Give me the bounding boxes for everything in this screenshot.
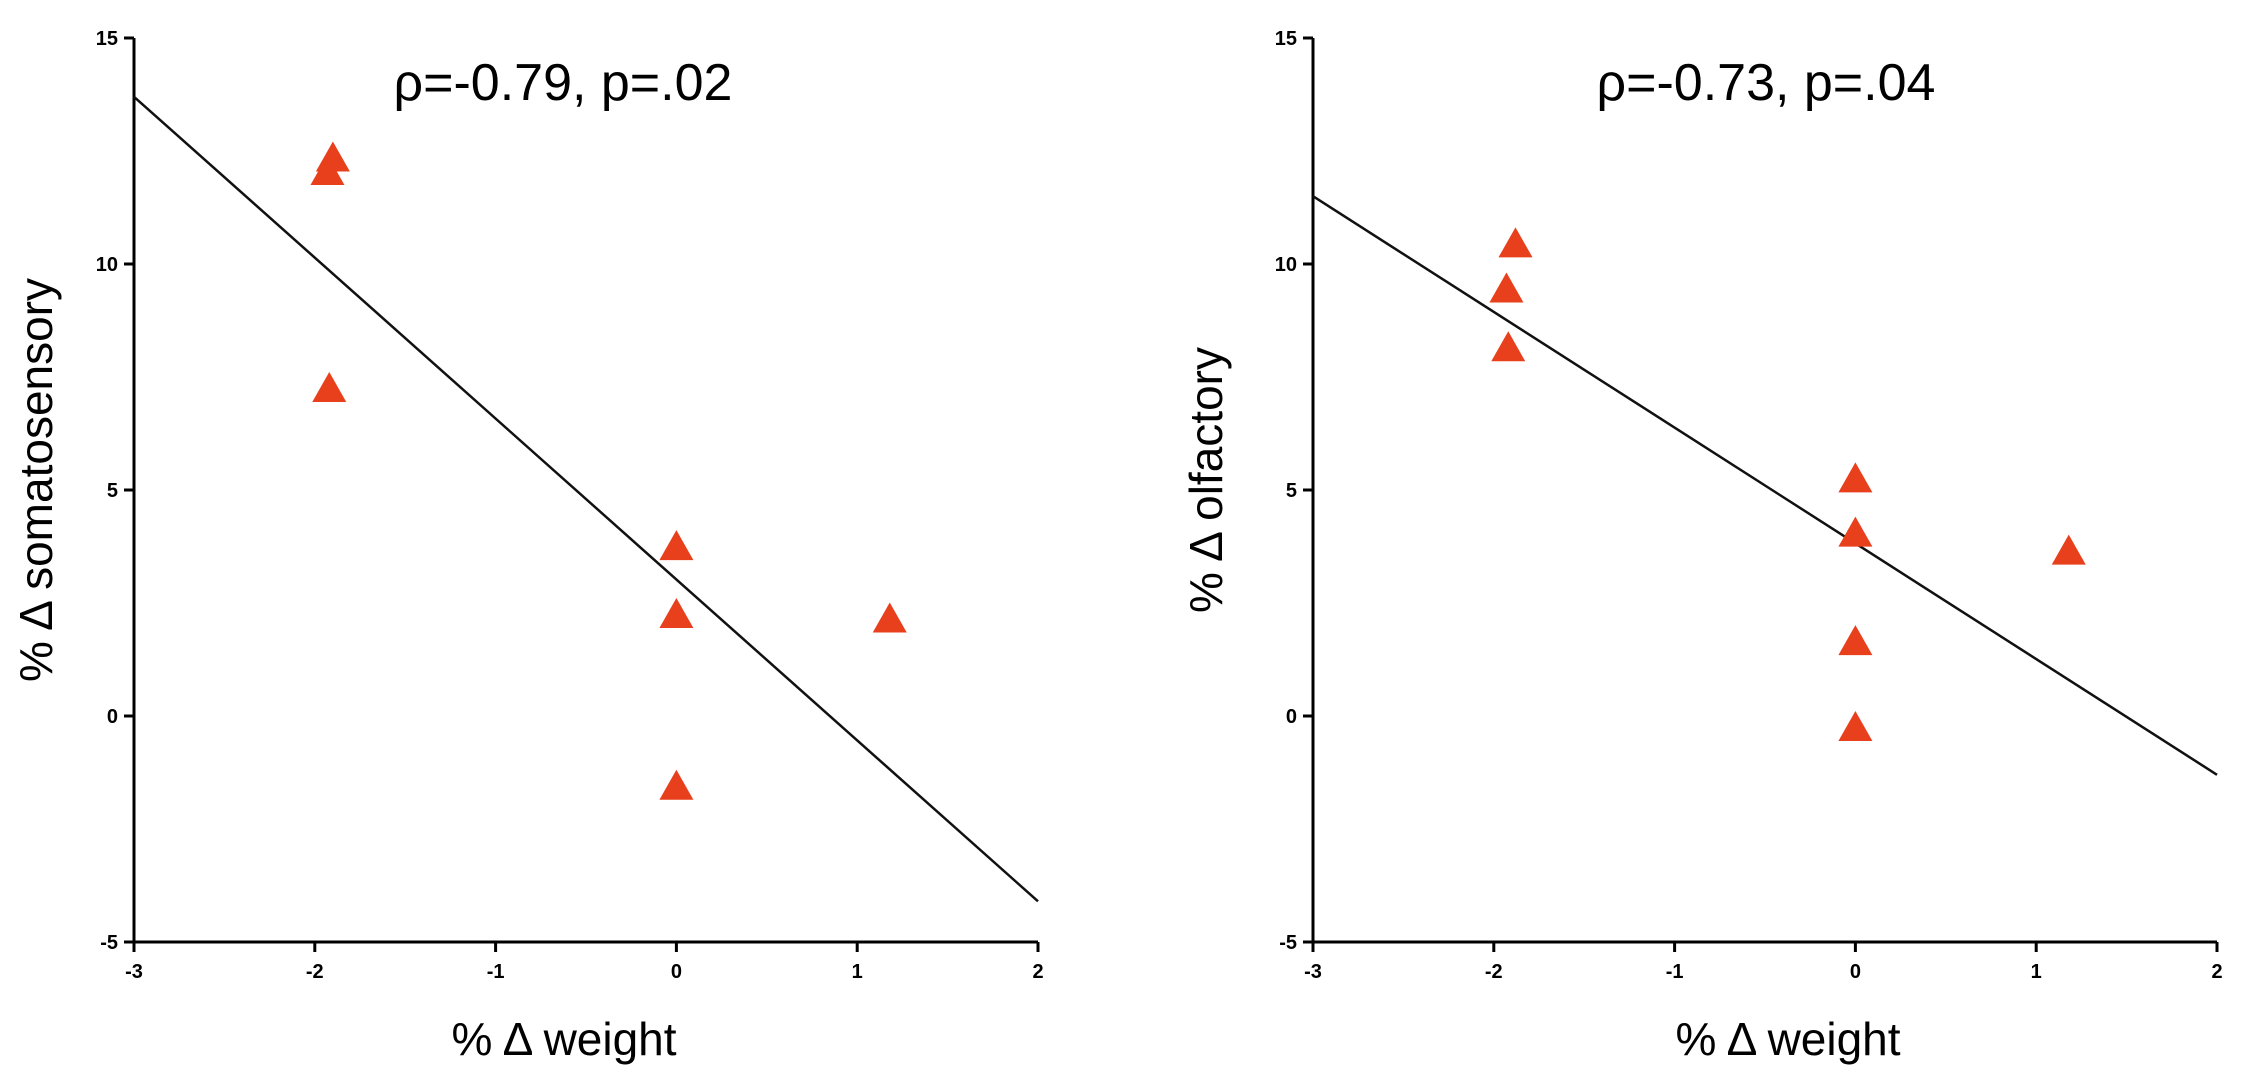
y-tick-label: 5 bbox=[1286, 480, 1297, 502]
y-tick-label: 15 bbox=[96, 28, 118, 50]
data-point-triangle bbox=[872, 602, 907, 633]
data-point-triangle bbox=[312, 371, 347, 402]
data-point-triangle bbox=[659, 769, 694, 800]
x-axis-label: % Δ weight bbox=[451, 1013, 676, 1065]
y-axis-label: % Δ somatosensory bbox=[10, 278, 62, 682]
olfactory-scatter-panel: % Δ olfactory % Δ weight ρ=-0.73, p=.04 … bbox=[1180, 28, 2223, 1065]
y-tick-label: -5 bbox=[1279, 932, 1297, 954]
y-tick-label: 15 bbox=[1275, 28, 1297, 50]
data-point-triangle bbox=[1838, 516, 1873, 547]
data-point-triangle bbox=[1838, 625, 1873, 656]
x-tick-label: -2 bbox=[306, 961, 324, 983]
data-point-triangle bbox=[1489, 272, 1524, 303]
data-point-triangle bbox=[659, 597, 694, 628]
x-tick-label: 1 bbox=[2031, 961, 2042, 983]
regression-line bbox=[133, 95, 1039, 903]
correlation-annotation: ρ=-0.73, p=.04 bbox=[1597, 54, 1936, 112]
x-tick-label: 2 bbox=[1032, 961, 1043, 983]
x-tick-label: -1 bbox=[487, 961, 505, 983]
x-tick-label: -2 bbox=[1485, 961, 1503, 983]
data-point-triangle bbox=[1498, 227, 1533, 258]
data-point-triangle bbox=[659, 530, 694, 561]
x-tick-label: -1 bbox=[1666, 961, 1684, 983]
x-tick-label: 0 bbox=[1850, 961, 1861, 983]
x-tick-label: -3 bbox=[1304, 961, 1322, 983]
data-point-triangle bbox=[310, 155, 345, 185]
x-tick-label: 0 bbox=[671, 961, 682, 983]
y-axis-label: % Δ olfactory bbox=[1180, 347, 1232, 613]
y-tick-label: -5 bbox=[100, 932, 118, 954]
x-axis-label: % Δ weight bbox=[1675, 1013, 1900, 1065]
y-tick-label: 0 bbox=[107, 706, 118, 728]
y-tick-label: 0 bbox=[1286, 706, 1297, 728]
data-point-triangle bbox=[1838, 462, 1873, 493]
data-point-triangle bbox=[1491, 331, 1526, 362]
regression-line bbox=[1312, 195, 2218, 776]
y-tick-label: 5 bbox=[107, 480, 118, 502]
y-tick-label: 10 bbox=[1275, 254, 1297, 276]
x-tick-label: 1 bbox=[852, 961, 863, 983]
somatosensory-scatter-panel: % Δ somatosensory % Δ weight ρ=-0.79, p=… bbox=[10, 28, 1044, 1065]
data-point-triangle bbox=[1838, 710, 1873, 741]
y-tick-label: 10 bbox=[96, 254, 118, 276]
x-tick-label: 2 bbox=[2211, 961, 2222, 983]
x-tick-label: -3 bbox=[125, 961, 143, 983]
correlation-annotation: ρ=-0.79, p=.02 bbox=[394, 54, 733, 112]
data-point-triangle bbox=[2051, 534, 2086, 565]
